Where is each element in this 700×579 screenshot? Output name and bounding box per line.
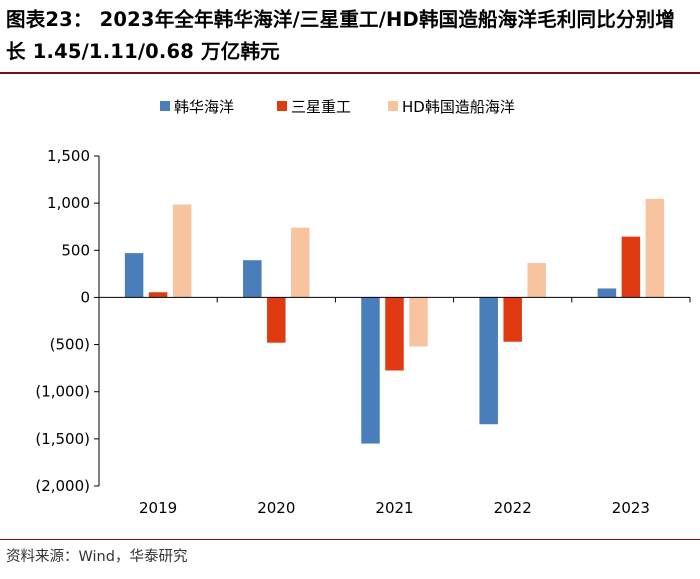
source-note: 资料来源：Wind，华泰研究	[6, 549, 188, 565]
title-divider	[0, 72, 700, 74]
bar-2023-series-2	[645, 198, 665, 298]
chart-legend: 韩华海洋 三星重工 HD韩国造船海洋	[0, 95, 700, 117]
y-tick-label: (1,000)	[35, 383, 90, 401]
x-tick-label: 2022	[494, 499, 532, 517]
bar-2022-series-0	[479, 297, 498, 425]
bar-2020-series-1	[267, 297, 286, 343]
bar-chart: 1,500 1,000 500 0 (500) (1,000) (1,500) (2,000)…	[35, 147, 691, 517]
x-tick-label: 2021	[375, 499, 413, 517]
bar-2022-series-2	[527, 263, 546, 298]
legend-item-series-2: HD韩国造船海洋	[388, 95, 515, 117]
x-tick-label: 2019	[139, 499, 177, 517]
bar-2022-series-1	[503, 297, 522, 342]
x-tick-label: 2023	[612, 499, 650, 517]
legend-label-series-0: 韩华海洋	[174, 97, 235, 116]
y-tick-label: (2,000)	[35, 477, 90, 495]
y-tick-label: (1,500)	[35, 430, 90, 448]
chart-title: 图表23： 2023年全年韩华海洋/三星重工/HD韩国造船海洋毛利同比分别增长 …	[6, 8, 676, 63]
bar-2023-series-0	[597, 288, 617, 298]
legend-item-series-1: 三星重工	[277, 95, 351, 117]
footer-divider	[0, 539, 700, 540]
y-tick-label: 1,000	[47, 194, 90, 212]
bar-2019-series-2	[172, 204, 192, 298]
y-tick-label: 500	[61, 241, 90, 259]
bar-2021-series-2	[409, 297, 428, 347]
legend-label-series-2: HD韩国造船海洋	[402, 97, 515, 116]
x-tick-label: 2020	[257, 499, 295, 517]
bar-2020-series-0	[243, 260, 262, 298]
legend-swatch-series-0	[160, 101, 170, 111]
y-tick-label: (500)	[50, 336, 90, 354]
legend-swatch-series-2	[388, 101, 398, 111]
bar-2021-series-1	[385, 297, 404, 371]
bar-2023-series-1	[621, 236, 641, 298]
bar-2021-series-0	[361, 297, 380, 444]
legend-label-series-1: 三星重工	[291, 97, 352, 116]
legend-item-series-0: 韩华海洋	[160, 95, 234, 117]
legend-swatch-series-1	[277, 101, 287, 111]
bar-2019-series-0	[124, 253, 144, 298]
y-tick-label: 1,500	[47, 147, 90, 165]
bar-2020-series-2	[291, 227, 310, 298]
y-tick-label: 0	[80, 288, 90, 306]
bar-2019-series-1	[148, 292, 168, 298]
